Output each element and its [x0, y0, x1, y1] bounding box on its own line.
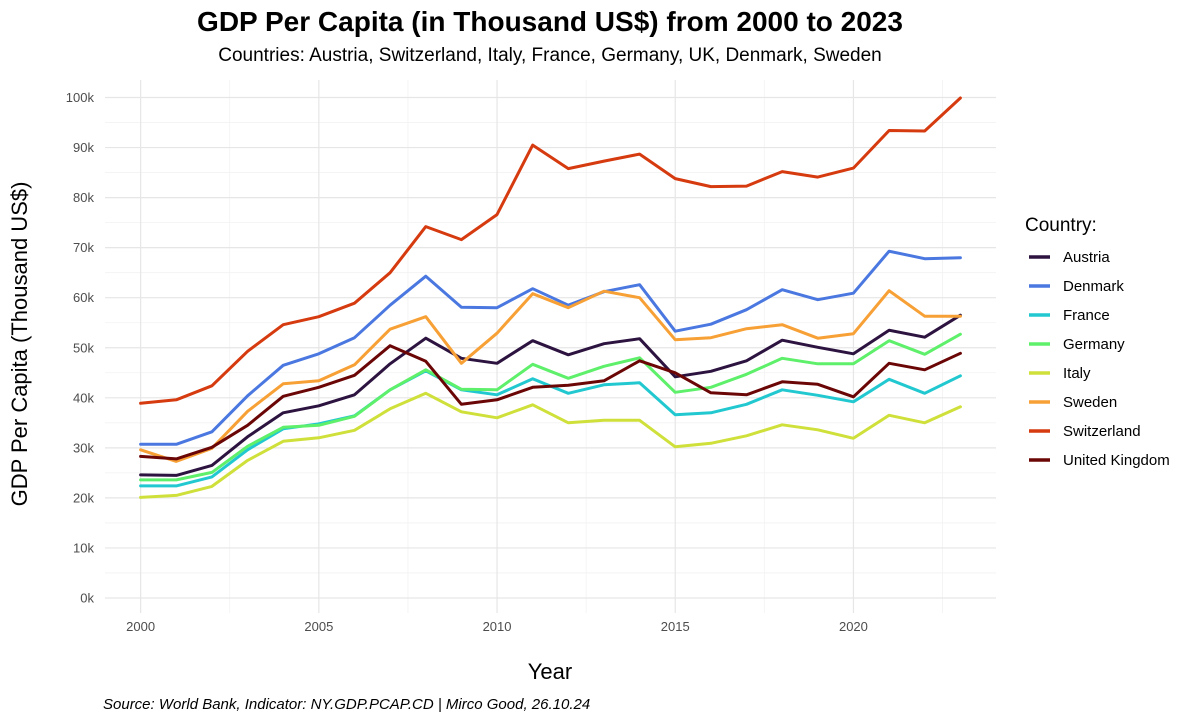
legend-label-germany: Germany	[1063, 336, 1125, 353]
series-line-denmark	[139, 249, 962, 446]
grid-lines	[105, 80, 996, 613]
x-tick-label: 2020	[839, 619, 868, 634]
chart-subtitle: Countries: Austria, Switzerland, Italy, …	[218, 45, 882, 66]
legend: Country: Austria Denmark France Germany Ital…	[1025, 215, 1170, 469]
legend-label-denmark: Denmark	[1063, 278, 1124, 295]
series-line-austria	[139, 313, 962, 477]
y-tick-label: 30k	[73, 440, 94, 455]
y-tick-label: 20k	[73, 490, 94, 505]
legend-label-austria: Austria	[1063, 249, 1110, 266]
y-tick-label: 10k	[73, 540, 94, 555]
x-tick-label: 2015	[661, 619, 690, 634]
y-tick-label: 50k	[73, 340, 94, 355]
series-line-sweden	[139, 289, 962, 463]
y-tick-label: 70k	[73, 240, 94, 255]
y-tick-label: 0k	[80, 590, 94, 605]
x-tick-label: 2010	[483, 619, 512, 634]
series-line-italy	[139, 391, 962, 499]
legend-label-italy: Italy	[1063, 365, 1091, 382]
x-tick-label: 2000	[126, 619, 155, 634]
chart-caption: Source: World Bank, Indicator: NY.GDP.PC…	[103, 696, 590, 713]
series-line-france	[139, 369, 962, 488]
chart-title: GDP Per Capita (in Thousand US$) from 20…	[197, 6, 903, 37]
y-tick-label: 100k	[66, 90, 95, 105]
axis-tick-labels: 0k 10k 20k 30k 40k 50k 60k 70k 80k 90k 100k 2000 200…	[66, 90, 868, 634]
series-line-germany	[139, 332, 962, 482]
y-tick-label: 80k	[73, 190, 94, 205]
x-tick-label: 2005	[304, 619, 333, 634]
y-tick-label: 40k	[73, 390, 94, 405]
legend-title: Country:	[1025, 215, 1097, 236]
series-lines	[139, 96, 962, 499]
legend-label-france: France	[1063, 307, 1110, 324]
legend-items: Austria Denmark France Germany Italy Sweden Sw…	[1029, 249, 1170, 469]
y-axis-title: GDP Per Capita (Thousand US$)	[7, 182, 32, 507]
legend-label-united-kingdom: United Kingdom	[1063, 452, 1170, 469]
series-line-switzerland	[139, 96, 962, 405]
y-tick-label: 60k	[73, 290, 94, 305]
y-tick-label: 90k	[73, 140, 94, 155]
legend-label-sweden: Sweden	[1063, 394, 1117, 411]
x-axis-title: Year	[528, 659, 572, 684]
series-line-united-kingdom	[139, 344, 962, 461]
legend-label-switzerland: Switzerland	[1063, 423, 1141, 440]
